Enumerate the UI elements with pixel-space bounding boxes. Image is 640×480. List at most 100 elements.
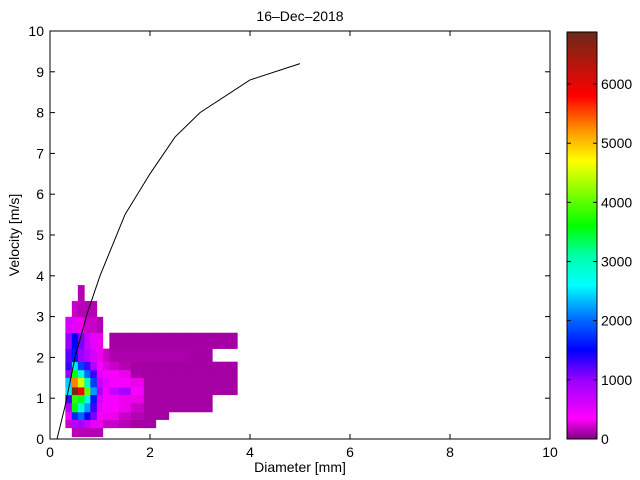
heatmap-cell bbox=[187, 377, 213, 388]
heatmap-cell bbox=[96, 316, 104, 334]
heatmap-cell bbox=[212, 377, 238, 388]
heatmap-cell bbox=[96, 411, 104, 420]
heatmap-cell bbox=[130, 411, 145, 420]
heatmap-cell bbox=[96, 402, 104, 413]
heatmap-cell bbox=[155, 332, 170, 349]
heatmap-cell bbox=[168, 361, 188, 371]
y-axis-label: Velocity [m/s] bbox=[6, 194, 22, 276]
heatmap-cell bbox=[84, 332, 91, 349]
heatmap-cell bbox=[168, 332, 188, 349]
heatmap-cell bbox=[77, 348, 85, 363]
heatmap-cell bbox=[96, 387, 104, 396]
heatmap-cell bbox=[96, 377, 104, 388]
heatmap-cell bbox=[102, 419, 110, 429]
heatmap-cell bbox=[71, 300, 79, 318]
heatmap-cell bbox=[143, 377, 157, 388]
heatmap-cell bbox=[102, 377, 110, 388]
heatmap-cell bbox=[90, 402, 98, 413]
heatmap-cell bbox=[102, 348, 110, 363]
heatmap-cell bbox=[102, 387, 110, 396]
heatmap-cell bbox=[130, 348, 145, 363]
heatmap-cell bbox=[143, 411, 157, 420]
heatmap-cell bbox=[77, 369, 85, 378]
heatmap-cell bbox=[84, 348, 91, 363]
heatmap-cell bbox=[143, 419, 157, 429]
heatmap-cell bbox=[90, 300, 98, 318]
colorbar-tick-label: 6000 bbox=[601, 76, 632, 92]
heatmap-cell bbox=[77, 394, 85, 404]
heatmap-cell bbox=[90, 411, 98, 420]
heatmap-cell bbox=[187, 394, 213, 404]
heatmap-cell bbox=[77, 300, 85, 318]
heatmap-cells bbox=[65, 285, 238, 438]
heatmap-cell bbox=[84, 411, 91, 420]
heatmap-cell bbox=[130, 361, 145, 371]
heatmap-cell bbox=[77, 377, 85, 388]
heatmap-cell bbox=[102, 394, 110, 404]
heatmap-cell bbox=[65, 332, 73, 349]
heatmap-cell bbox=[130, 419, 145, 429]
heatmap-cell bbox=[90, 369, 98, 378]
heatmap-cell bbox=[84, 419, 91, 429]
y-tick-label: 3 bbox=[36, 309, 44, 325]
heatmap-cell bbox=[96, 369, 104, 378]
heatmap-cell bbox=[118, 332, 132, 349]
heatmap-cell bbox=[71, 369, 79, 378]
heatmap-cell bbox=[71, 332, 79, 349]
heatmap-cell bbox=[84, 387, 91, 396]
y-tick-label: 8 bbox=[36, 105, 44, 121]
heatmap-cell bbox=[96, 332, 104, 349]
heatmap-cell bbox=[65, 411, 73, 420]
heatmap-cell bbox=[109, 361, 120, 371]
heatmap-cell bbox=[77, 402, 85, 413]
heatmap-cell bbox=[168, 348, 188, 363]
heatmap-cell bbox=[130, 387, 145, 396]
heatmap-cell bbox=[90, 394, 98, 404]
heatmap-cell bbox=[65, 402, 73, 413]
x-tick-label: 0 bbox=[46, 444, 54, 460]
heatmap-cell bbox=[65, 348, 73, 363]
y-tick-label: 1 bbox=[36, 390, 44, 406]
heatmap-cell bbox=[109, 332, 120, 349]
heatmap-cell bbox=[187, 332, 213, 349]
heatmap-cell bbox=[143, 369, 157, 378]
y-tick-label: 0 bbox=[36, 431, 44, 447]
heatmap-cell bbox=[90, 419, 98, 429]
x-axis-label: Diameter [mm] bbox=[254, 459, 346, 475]
heatmap-cell bbox=[96, 427, 104, 438]
heatmap-cell bbox=[168, 402, 188, 413]
heatmap-cell bbox=[77, 361, 85, 371]
heatmap-cell bbox=[71, 316, 79, 334]
fall-speed-curve-group bbox=[56, 63, 301, 440]
heatmap-cell bbox=[143, 348, 157, 363]
heatmap-cell bbox=[102, 402, 110, 413]
heatmap-cell bbox=[118, 394, 132, 404]
y-tick-label: 7 bbox=[36, 145, 44, 161]
heatmap-cell bbox=[90, 427, 98, 438]
colorbar-tick-label: 2000 bbox=[601, 313, 632, 329]
colorbar-tick-label: 4000 bbox=[601, 194, 632, 210]
heatmap-cell bbox=[96, 361, 104, 371]
heatmap-cell bbox=[109, 348, 120, 363]
y-axis-ticks: 0 1 2 3 4 5 6 7 8 9 10 bbox=[28, 23, 550, 447]
x-tick-label: 8 bbox=[446, 444, 454, 460]
heatmap-cell bbox=[155, 387, 170, 396]
heatmap-cell bbox=[118, 348, 132, 363]
heatmap-cell bbox=[212, 369, 238, 378]
heatmap-cell bbox=[168, 369, 188, 378]
x-tick-label: 4 bbox=[246, 444, 254, 460]
x-axis-ticks: 0 2 4 6 8 10 bbox=[46, 31, 558, 460]
heatmap-cell bbox=[155, 348, 170, 363]
heatmap-cell bbox=[143, 332, 157, 349]
heatmap-cell bbox=[71, 402, 79, 413]
heatmap-cell bbox=[65, 361, 73, 371]
heatmap-cell bbox=[71, 387, 79, 396]
heatmap-cell bbox=[143, 402, 157, 413]
heatmap-cell bbox=[168, 387, 188, 396]
y-tick-label: 6 bbox=[36, 186, 44, 202]
heatmap-cell bbox=[155, 402, 170, 413]
x-tick-label: 2 bbox=[146, 444, 154, 460]
heatmap-cell bbox=[84, 300, 91, 318]
heatmap-cell bbox=[168, 394, 188, 404]
heatmap-cell bbox=[77, 285, 85, 302]
